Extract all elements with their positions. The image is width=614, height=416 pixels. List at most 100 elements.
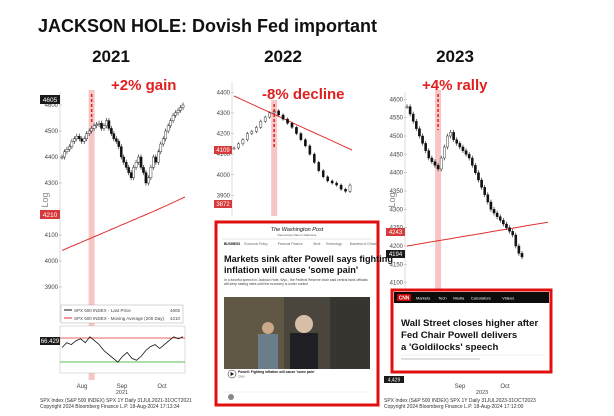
candle-body: [308, 145, 312, 155]
candle-body: [115, 138, 118, 142]
candle-body: [237, 143, 240, 149]
news-nav-item[interactable]: BUSINESS: [224, 242, 240, 246]
candle-body: [427, 150, 431, 159]
news-nav-item[interactable]: Business of Climate: [350, 242, 378, 246]
news-nav-item[interactable]: Personal Finance: [278, 242, 303, 246]
candle-body: [470, 157, 474, 166]
y-tick-label: 4000: [45, 259, 59, 265]
news-summary-2022: In a forceful speech in Jackson Hole, Wy…: [224, 278, 369, 286]
candle-body: [97, 122, 101, 125]
candle-body: [139, 156, 143, 168]
candle-body: [290, 123, 294, 128]
log-label-2023: Log: [387, 192, 397, 207]
footer-line-1-2023: SPX Index (S&P 500 INDEX) SPX 1Y Daily 3…: [384, 398, 536, 404]
candle-body: [124, 161, 128, 168]
candle-body: [65, 148, 69, 152]
y-tick-label: 4400: [390, 171, 404, 177]
price-candles-2022: [232, 109, 352, 193]
candle-body: [464, 150, 468, 155]
candle-body: [241, 139, 245, 145]
candle-body: [436, 165, 440, 170]
ma-line-2023: [406, 221, 549, 247]
legend-2021: SPX 500 INDEX - Last Price 4605 SPX 500 …: [60, 304, 184, 324]
candle-body: [449, 132, 452, 137]
candle-body: [174, 112, 177, 116]
candle-body: [439, 157, 443, 170]
candle-body: [348, 184, 352, 192]
news-nav-item[interactable]: Calculators: [471, 296, 491, 301]
candle-body: [335, 182, 338, 186]
news-nav-item[interactable]: Technology: [326, 242, 343, 246]
news-nav-2023: Markets Tech Media Calculators Videos: [416, 296, 514, 301]
y-ticks-2022: 4400 4300 4200 4100 4000 3900: [217, 90, 234, 199]
news-card-2023: CNN Markets Tech Media Calculators Videos Wa…: [390, 288, 553, 374]
legend-value-price: 4605: [170, 308, 181, 313]
candle-body: [149, 167, 153, 178]
last-price-badge-2021: [40, 95, 60, 104]
candle-body: [87, 130, 91, 134]
news-nav-item[interactable]: Media: [453, 296, 465, 301]
candle-body: [344, 188, 347, 192]
y-tick-label: 4200: [390, 244, 404, 250]
candle-body: [408, 106, 412, 115]
candle-body: [85, 133, 88, 140]
candle-body: [268, 112, 271, 118]
candle-body: [458, 143, 462, 148]
osc-level-2021: 66.42: [186, 341, 199, 347]
badge-mid-2022: 3872: [216, 202, 230, 208]
candle-body: [147, 177, 150, 184]
candle-body: [467, 154, 471, 159]
candle-body: [171, 115, 175, 121]
candle-body: [520, 253, 524, 258]
x-tick-label: Oct: [500, 384, 510, 390]
news-nav-item[interactable]: Economic Policy: [244, 242, 268, 246]
candle-body: [159, 143, 163, 152]
candle-body: [73, 138, 76, 142]
candle-body: [430, 157, 434, 162]
legend-value-ma: 4210: [170, 316, 181, 321]
candle-body: [122, 156, 126, 163]
candle-body: [166, 125, 170, 132]
candle-body: [411, 113, 415, 122]
news-nav-item[interactable]: Videos: [502, 296, 514, 301]
candle-body: [70, 141, 74, 147]
news-nav-item[interactable]: Work: [313, 242, 321, 246]
candle-body: [77, 135, 81, 139]
news-nav-item[interactable]: Markets: [416, 296, 430, 301]
x-tick-label: Sep: [455, 384, 466, 390]
candle-body: [483, 187, 487, 195]
last-price-badge-text-2021: 4605: [43, 97, 58, 104]
candle-body: [246, 133, 249, 140]
candle-body: [137, 156, 140, 163]
news-nav-item[interactable]: Tech: [438, 296, 446, 301]
y-tick-label: 4150: [390, 262, 404, 268]
annotation-2021: +2% gain: [111, 77, 176, 94]
badge-top-2023: 4243: [389, 230, 403, 236]
x-tick-label: Oct: [157, 384, 167, 390]
ma-badge-2021: [40, 210, 60, 219]
candle-body: [129, 172, 133, 179]
x-sub-label: 2023: [476, 390, 488, 396]
y-tick-label: 4100: [45, 233, 59, 239]
y-tick-label: 4500: [45, 129, 59, 135]
moving-average-line: [61, 196, 186, 252]
candle-body: [119, 146, 123, 158]
oscillator-line: [61, 336, 184, 363]
candle-body: [255, 127, 258, 132]
candle-body: [326, 176, 329, 182]
candle-body: [157, 151, 160, 163]
candle-body: [232, 147, 236, 150]
legend-entry-ma: SPX 500 INDEX - Moving Average (200 Day): [74, 316, 164, 321]
candle-body: [461, 146, 465, 151]
candle-body: [442, 146, 446, 159]
figure-title: JACKSON HOLE: Dovish Fed important: [38, 16, 377, 36]
candle-body: [321, 170, 325, 178]
y-tick-label: 3900: [217, 193, 231, 199]
osc-line-2021: [61, 336, 184, 363]
news-headline-2022: Markets sink after Powell says fighting …: [224, 254, 396, 275]
news-nav-2022: BUSINESS Economic Policy Personal Finance W…: [224, 242, 378, 246]
candle-body: [169, 120, 172, 126]
candle-body: [80, 138, 84, 142]
candle-body: [452, 132, 455, 140]
candle-body: [82, 138, 86, 142]
